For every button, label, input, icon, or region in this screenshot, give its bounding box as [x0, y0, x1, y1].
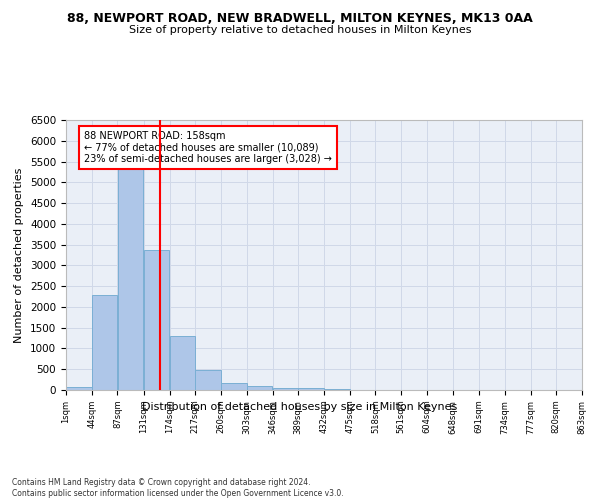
Y-axis label: Number of detached properties: Number of detached properties: [14, 168, 25, 342]
Bar: [66, 387, 92, 390]
Bar: [221, 384, 247, 390]
Bar: [324, 389, 350, 390]
Text: Distribution of detached houses by size in Milton Keynes: Distribution of detached houses by size …: [142, 402, 458, 412]
Bar: [196, 370, 221, 390]
Bar: [298, 388, 324, 390]
Text: Size of property relative to detached houses in Milton Keynes: Size of property relative to detached ho…: [129, 25, 471, 35]
Text: Contains HM Land Registry data © Crown copyright and database right 2024.
Contai: Contains HM Land Registry data © Crown c…: [12, 478, 344, 498]
Text: 88, NEWPORT ROAD, NEW BRADWELL, MILTON KEYNES, MK13 0AA: 88, NEWPORT ROAD, NEW BRADWELL, MILTON K…: [67, 12, 533, 26]
Bar: [144, 250, 169, 390]
Bar: [118, 165, 143, 390]
Bar: [247, 386, 272, 390]
Bar: [170, 336, 195, 390]
Bar: [92, 296, 118, 390]
Bar: [272, 388, 298, 390]
Text: 88 NEWPORT ROAD: 158sqm
← 77% of detached houses are smaller (10,089)
23% of sem: 88 NEWPORT ROAD: 158sqm ← 77% of detache…: [84, 131, 332, 164]
